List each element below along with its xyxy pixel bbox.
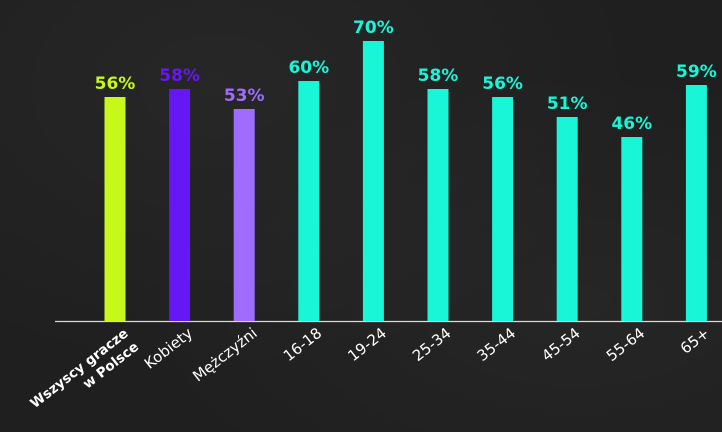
category-label: Mężczyźni — [189, 324, 260, 385]
bar — [233, 109, 255, 321]
data-label: 46% — [611, 114, 652, 134]
category-label: 35-44 — [474, 324, 519, 365]
bar — [104, 97, 126, 321]
bar — [298, 81, 320, 321]
bar — [169, 89, 191, 321]
bar — [427, 89, 449, 321]
data-label: 51% — [547, 94, 588, 114]
data-label: 59% — [676, 62, 717, 82]
data-label: 58% — [418, 66, 459, 86]
category-label: Kobiety — [141, 324, 196, 373]
bar — [621, 137, 643, 321]
data-label: 60% — [288, 58, 329, 78]
category-label: 19-24 — [344, 324, 389, 365]
category-label: 65+ — [677, 324, 713, 358]
category-label: Wszyscy graczew Polsce — [27, 326, 142, 426]
bar — [362, 41, 384, 321]
data-label: 56% — [95, 74, 136, 94]
bar — [685, 85, 707, 321]
category-label: 25-34 — [409, 324, 454, 365]
data-label: 53% — [224, 86, 265, 106]
data-label: 70% — [353, 18, 394, 38]
category-label: 45-54 — [538, 324, 583, 365]
bar — [492, 97, 514, 321]
category-label: 16-18 — [280, 324, 325, 365]
data-label: 56% — [482, 74, 523, 94]
data-label: 58% — [159, 66, 200, 86]
bar — [556, 117, 578, 321]
category-label: 55-64 — [603, 324, 648, 365]
